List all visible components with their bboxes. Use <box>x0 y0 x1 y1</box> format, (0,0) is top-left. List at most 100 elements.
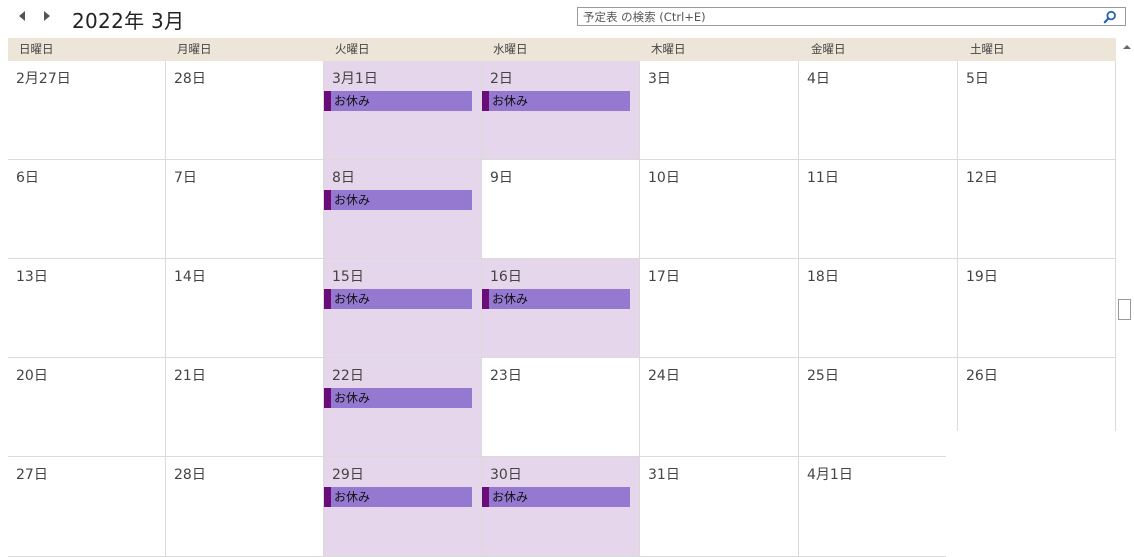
day-cell[interactable]: 24日 <box>640 358 799 457</box>
triangle-left-icon <box>19 11 25 21</box>
calendar-search-input[interactable] <box>583 9 1083 24</box>
event-title: お休み <box>492 490 529 504</box>
event-title: お休み <box>492 94 529 108</box>
day-cell[interactable]: 20日 <box>8 358 166 457</box>
calendar-event[interactable]: お休み <box>324 388 472 408</box>
day-cell[interactable]: 28日 <box>166 457 324 557</box>
day-date-label: 20日 <box>16 368 48 384</box>
day-cell[interactable]: 22日お休み <box>324 358 482 457</box>
day-cell[interactable]: 5日 <box>958 61 1116 160</box>
calendar-event[interactable]: お休み <box>324 487 472 507</box>
blank-overlay <box>946 431 1134 557</box>
day-cell[interactable]: 9日 <box>482 160 640 259</box>
day-date-label: 27日 <box>16 467 48 483</box>
month-title: 2022年 3月 <box>72 9 185 33</box>
day-date-label: 15日 <box>332 269 364 285</box>
day-cell[interactable]: 2月27日 <box>8 61 166 160</box>
day-date-label: 3日 <box>648 71 671 87</box>
event-title: お休み <box>334 292 371 306</box>
day-date-label: 9日 <box>490 170 513 186</box>
day-cell[interactable]: 14日 <box>166 259 324 358</box>
day-date-label: 30日 <box>490 467 522 483</box>
weekday-header-row: 日曜日 月曜日 火曜日 水曜日 木曜日 金曜日 土曜日 <box>8 38 1116 61</box>
scroll-thumb[interactable] <box>1118 299 1131 320</box>
day-cell[interactable]: 27日 <box>8 457 166 557</box>
day-date-label: 5日 <box>966 71 989 87</box>
day-date-label: 3月1日 <box>332 71 378 87</box>
day-date-label: 23日 <box>490 368 522 384</box>
calendar-event[interactable]: お休み <box>482 91 630 111</box>
day-cell[interactable]: 3日 <box>640 61 799 160</box>
calendar-event[interactable]: お休み <box>324 91 472 111</box>
calendar-search-box[interactable] <box>577 7 1126 26</box>
day-date-label: 4日 <box>807 71 830 87</box>
day-cell[interactable]: 12日 <box>958 160 1116 259</box>
month-grid: 2月27日 28日 3月1日 お休み 2日 お休み 3日 4日 5日 6日 7日 8日 お休み 9日 10日… <box>8 61 1116 557</box>
day-date-label: 4月1日 <box>807 467 853 483</box>
day-date-label: 14日 <box>174 269 206 285</box>
day-cell[interactable]: 28日 <box>166 61 324 160</box>
day-cell[interactable]: 8日お休み <box>324 160 482 259</box>
day-cell[interactable]: 2日お休み <box>482 61 640 160</box>
day-cell[interactable]: 18日 <box>799 259 958 358</box>
day-date-label: 17日 <box>648 269 680 285</box>
day-cell[interactable]: 23日 <box>482 358 640 457</box>
calendar-event[interactable]: お休み <box>324 190 472 210</box>
day-cell[interactable]: 6日 <box>8 160 166 259</box>
weekday-header-4: 木曜日 <box>651 42 686 56</box>
day-cell[interactable]: 19日 <box>958 259 1116 358</box>
event-title: お休み <box>334 391 371 405</box>
day-cell[interactable]: 30日お休み <box>482 457 640 557</box>
calendar-event[interactable]: お休み <box>324 289 472 309</box>
day-date-label: 8日 <box>332 170 355 186</box>
scroll-up-arrow-icon[interactable] <box>1123 45 1131 49</box>
day-cell[interactable]: 17日 <box>640 259 799 358</box>
day-cell[interactable]: 4日 <box>799 61 958 160</box>
day-date-label: 24日 <box>648 368 680 384</box>
day-cell[interactable]: 13日 <box>8 259 166 358</box>
day-date-label: 7日 <box>174 170 197 186</box>
weekday-header-2: 火曜日 <box>335 42 370 56</box>
day-date-label: 2日 <box>490 71 513 87</box>
previous-month-button[interactable] <box>15 9 29 23</box>
day-date-label: 16日 <box>490 269 522 285</box>
search-icon[interactable] <box>1103 10 1117 24</box>
day-cell[interactable]: 29日お休み <box>324 457 482 557</box>
day-date-label: 12日 <box>966 170 998 186</box>
day-date-label: 25日 <box>807 368 839 384</box>
event-title: お休み <box>334 94 371 108</box>
day-cell[interactable]: 16日お休み <box>482 259 640 358</box>
calendar-event[interactable]: お休み <box>482 487 630 507</box>
weekday-header-3: 水曜日 <box>493 42 528 56</box>
day-cell[interactable]: 15日お休み <box>324 259 482 358</box>
event-title: お休み <box>492 292 529 306</box>
day-date-label: 6日 <box>16 170 39 186</box>
weekday-header-5: 金曜日 <box>811 42 846 56</box>
event-title: お休み <box>334 490 371 504</box>
day-date-label: 26日 <box>966 368 998 384</box>
day-date-label: 18日 <box>807 269 839 285</box>
weekday-header-1: 月曜日 <box>177 42 212 56</box>
day-date-label: 22日 <box>332 368 364 384</box>
event-title: お休み <box>334 193 371 207</box>
day-cell[interactable]: 31日 <box>640 457 799 557</box>
day-date-label: 29日 <box>332 467 364 483</box>
day-cell[interactable]: 25日 <box>799 358 958 457</box>
vertical-scrollbar[interactable] <box>1116 38 1134 557</box>
day-date-label: 28日 <box>174 467 206 483</box>
day-cell[interactable]: 21日 <box>166 358 324 457</box>
day-cell[interactable]: 10日 <box>640 160 799 259</box>
day-cell[interactable]: 7日 <box>166 160 324 259</box>
day-date-label: 31日 <box>648 467 680 483</box>
day-cell[interactable]: 11日 <box>799 160 958 259</box>
day-date-label: 2月27日 <box>16 71 71 87</box>
weekday-header-0: 日曜日 <box>19 42 54 56</box>
day-cell[interactable]: 3月1日お休み <box>324 61 482 160</box>
day-date-label: 19日 <box>966 269 998 285</box>
weekday-header-6: 土曜日 <box>970 42 1005 56</box>
next-month-button[interactable] <box>40 9 54 23</box>
day-date-label: 10日 <box>648 170 680 186</box>
day-date-label: 21日 <box>174 368 206 384</box>
day-cell[interactable]: 4月1日 <box>799 457 958 557</box>
calendar-event[interactable]: お休み <box>482 289 630 309</box>
